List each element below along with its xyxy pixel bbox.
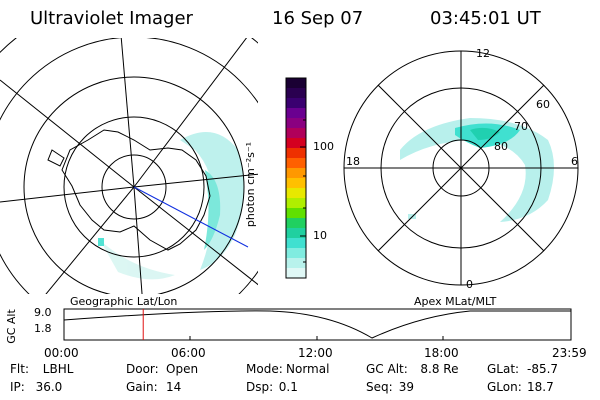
colorbar-band bbox=[286, 218, 306, 229]
mlt-lines bbox=[344, 51, 578, 285]
left-map-caption: Geographic Lat/Lon bbox=[70, 295, 178, 308]
status-value: Open bbox=[166, 362, 199, 376]
status-key: GLon: bbox=[487, 380, 522, 394]
orbit-timeline bbox=[63, 308, 572, 341]
status-key: Dsp: bbox=[246, 380, 274, 394]
colorbar-band bbox=[286, 198, 306, 209]
status-key: Flt: bbox=[10, 362, 29, 376]
altitude-curve bbox=[63, 310, 571, 339]
magnetic-map bbox=[343, 50, 579, 286]
colorbar-band bbox=[286, 128, 306, 139]
colorbar-band bbox=[286, 258, 306, 269]
colorbar-band bbox=[286, 178, 306, 189]
status-value: 18.7 bbox=[527, 380, 554, 394]
geographic-aurora bbox=[98, 132, 245, 280]
colorbar-frame bbox=[285, 77, 307, 279]
status-key: Seq: bbox=[366, 380, 393, 394]
colorbar-band bbox=[286, 188, 306, 199]
timeline-y-label: GC Alt bbox=[4, 309, 18, 344]
right-map-caption: Apex MLat/MLT bbox=[414, 295, 497, 308]
colorbar-band bbox=[286, 168, 306, 179]
colorbar-band bbox=[286, 228, 306, 239]
latitude-circles bbox=[0, 38, 258, 294]
timeline-y-tick-high: 9.0 bbox=[34, 306, 52, 319]
status-value: 36.0 bbox=[35, 380, 63, 394]
spin-axis-line bbox=[133, 186, 249, 248]
status-key: IP: bbox=[10, 380, 25, 394]
status-value: 14 bbox=[166, 380, 182, 394]
status-key: GLat: bbox=[487, 362, 520, 376]
colorbar-band bbox=[286, 158, 306, 169]
timeline-frame bbox=[63, 308, 572, 341]
timeline-x-tick-1: 06:00 bbox=[171, 346, 206, 360]
time-label: 03:45:01 UT bbox=[430, 8, 541, 29]
status-key: GC Alt: bbox=[366, 362, 408, 376]
status-key: Mode: bbox=[246, 362, 283, 376]
status-value: -85.7 bbox=[527, 362, 559, 376]
mlt-label-right: 6 bbox=[571, 155, 578, 168]
mlat-label-80: 80 bbox=[494, 140, 508, 153]
status-key: Gain: bbox=[126, 380, 158, 394]
date-label: 16 Sep 07 bbox=[272, 8, 364, 29]
mlt-label-top: 12 bbox=[476, 47, 490, 60]
colorbar-band bbox=[286, 98, 306, 109]
status-value: Normal bbox=[286, 362, 330, 376]
timeline-x-tick-3: 18:00 bbox=[424, 346, 459, 360]
mlt-label-bottom: 0 bbox=[466, 278, 473, 291]
instrument-title: Ultraviolet Imager bbox=[30, 8, 193, 29]
colorbar bbox=[286, 78, 306, 279]
colorbar-band bbox=[286, 208, 306, 219]
colorbar-band bbox=[286, 78, 306, 89]
mlt-label-left: 18 bbox=[346, 155, 360, 168]
timeline-ticks bbox=[63, 336, 572, 340]
status-key: Door: bbox=[126, 362, 159, 376]
timeline-x-tick-2: 12:00 bbox=[298, 346, 333, 360]
mlat-label-60: 60 bbox=[536, 98, 550, 111]
colorbar-tick-10: 10 bbox=[313, 229, 327, 242]
status-value: LBHL bbox=[42, 362, 74, 376]
meridian-lines bbox=[0, 38, 258, 294]
mlat-label-70: 70 bbox=[514, 120, 528, 133]
colorbar-band bbox=[286, 248, 306, 259]
colorbar-band bbox=[286, 118, 306, 129]
status-value: 0.1 bbox=[278, 380, 298, 394]
colorbar-band bbox=[286, 108, 306, 119]
colorbar-unit-label: photon cm⁻²s⁻¹ bbox=[244, 141, 258, 228]
geographic-map bbox=[0, 38, 258, 294]
colorbar-band bbox=[286, 148, 306, 159]
antarctica-coastline bbox=[47, 129, 211, 251]
timeline-y-tick-low: 1.8 bbox=[34, 322, 52, 335]
colorbar-tick-100: 100 bbox=[313, 140, 334, 153]
colorbar-band bbox=[286, 138, 306, 149]
colorbar-band bbox=[286, 268, 306, 279]
colorbar-band bbox=[286, 238, 306, 249]
timeline-x-tick-0: 00:00 bbox=[44, 346, 79, 360]
timeline-x-tick-4: 23:59 bbox=[552, 346, 587, 360]
status-value: 39 bbox=[398, 380, 415, 394]
status-value: 8.8 Re bbox=[420, 362, 459, 376]
colorbar-band bbox=[286, 88, 306, 99]
